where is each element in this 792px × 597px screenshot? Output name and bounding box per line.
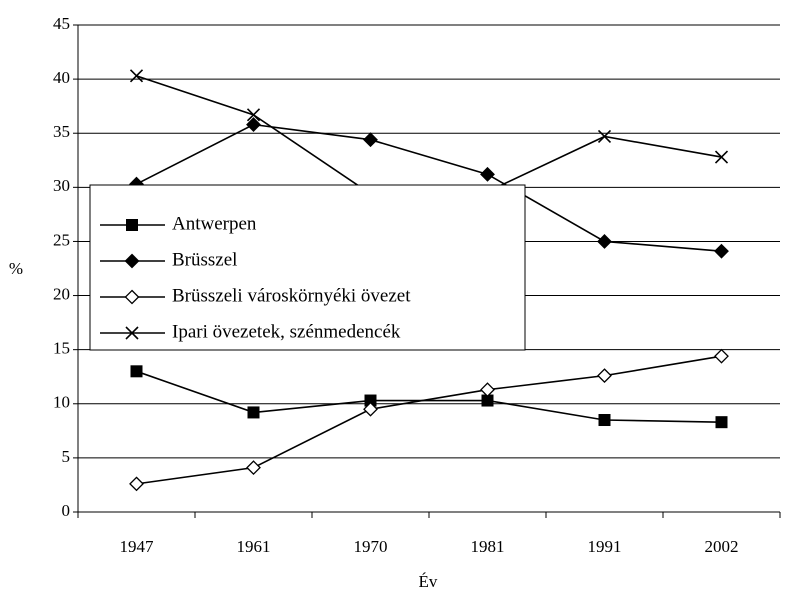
- marker: [598, 414, 611, 427]
- marker: [597, 234, 612, 249]
- marker: [597, 368, 612, 384]
- y-tick-label: 0: [62, 501, 71, 520]
- x-tick-label: 2002: [705, 537, 739, 556]
- y-axis-label: %: [9, 259, 23, 278]
- y-tick-label: 20: [53, 284, 70, 303]
- x-axis-label: Év: [419, 572, 438, 591]
- series-line: [136, 355, 722, 485]
- marker: [125, 326, 139, 340]
- legend-label: Antwerpen: [172, 213, 257, 234]
- marker: [130, 365, 143, 378]
- y-tick-label: 25: [53, 230, 70, 249]
- series-line: [136, 75, 722, 195]
- marker: [480, 166, 495, 182]
- y-tick-label: 5: [62, 447, 71, 466]
- legend-label: Brüsszel: [172, 249, 237, 270]
- marker: [124, 289, 140, 305]
- x-tick-label: 1947: [120, 537, 155, 556]
- y-tick-label: 45: [53, 14, 70, 33]
- legend-box: [89, 184, 526, 351]
- marker: [480, 382, 495, 398]
- y-tick-label: 40: [53, 68, 70, 87]
- marker: [363, 401, 378, 417]
- x-tick-label: 1991: [588, 537, 622, 556]
- marker: [714, 348, 729, 364]
- y-tick-label: 15: [53, 339, 70, 358]
- y-tick-label: 30: [53, 176, 70, 195]
- legend-label: Brüsszeli városkörnyéki övezet: [172, 285, 411, 306]
- marker: [715, 416, 728, 429]
- series-line: [136, 370, 722, 423]
- y-tick-label: 10: [53, 393, 70, 412]
- series-line: [136, 123, 722, 252]
- marker: [246, 117, 261, 132]
- marker: [597, 129, 612, 144]
- marker: [126, 219, 138, 231]
- marker: [129, 69, 144, 83]
- marker: [129, 476, 144, 492]
- marker: [363, 132, 378, 148]
- marker: [247, 406, 260, 419]
- marker: [246, 108, 261, 122]
- marker: [481, 394, 494, 407]
- x-tick-label: 1961: [237, 537, 271, 556]
- marker: [124, 253, 140, 269]
- marker: [714, 150, 729, 164]
- y-tick-label: 35: [53, 122, 70, 141]
- marker: [714, 243, 729, 259]
- legend-label: Ipari övezetek, szénmedencék: [172, 321, 401, 342]
- marker: [246, 460, 261, 476]
- x-tick-label: 1970: [354, 537, 388, 556]
- marker: [364, 394, 377, 407]
- x-tick-label: 1981: [471, 537, 505, 556]
